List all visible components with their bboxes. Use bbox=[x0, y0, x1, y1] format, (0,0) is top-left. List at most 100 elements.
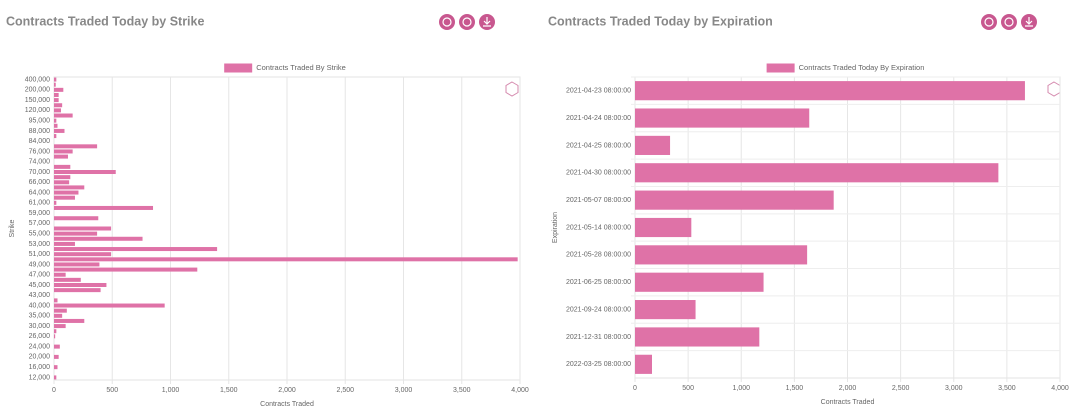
x-tick-label: 2,500 bbox=[336, 387, 354, 394]
bar bbox=[54, 241, 75, 246]
bar bbox=[54, 318, 85, 323]
bar bbox=[54, 98, 59, 103]
y-tick-label: 88,000 bbox=[29, 128, 51, 135]
x-tick-label: 500 bbox=[106, 387, 118, 394]
help-button[interactable] bbox=[1001, 14, 1017, 30]
y-tick-label: 49,000 bbox=[29, 261, 51, 268]
bar bbox=[635, 245, 808, 265]
bar bbox=[54, 108, 61, 113]
bar bbox=[635, 300, 696, 320]
bar bbox=[54, 344, 60, 349]
y-tick-label: 20,000 bbox=[29, 354, 51, 361]
x-tick-label: 3,000 bbox=[395, 387, 413, 394]
x-tick-label: 4,000 bbox=[511, 387, 529, 394]
y-tick-label: 2021-04-25 08:00:00 bbox=[566, 142, 631, 149]
y-tick-label: 2021-04-23 08:00:00 bbox=[566, 88, 631, 95]
bar bbox=[54, 180, 70, 185]
y-tick-label: 70,000 bbox=[29, 169, 51, 176]
y-tick-label: 43,000 bbox=[29, 292, 51, 299]
y-tick-label: 51,000 bbox=[29, 251, 51, 258]
bar bbox=[635, 327, 760, 347]
y-tick-label: 95,000 bbox=[29, 117, 51, 124]
bar bbox=[54, 144, 98, 149]
bar bbox=[54, 134, 57, 139]
y-tick-label: 61,000 bbox=[29, 200, 51, 207]
y-tick-label: 2021-04-30 08:00:00 bbox=[566, 170, 631, 177]
info-button[interactable] bbox=[981, 14, 997, 30]
bar bbox=[635, 108, 810, 128]
bar bbox=[635, 354, 652, 374]
toolbar-left bbox=[439, 14, 1037, 30]
y-tick-label: 84,000 bbox=[29, 138, 51, 145]
y-tick-label: 2021-09-24 08:00:00 bbox=[566, 306, 631, 313]
x-tick-label: 0 bbox=[633, 385, 637, 392]
y-tick-label: 16,000 bbox=[29, 364, 51, 371]
bar bbox=[54, 247, 218, 252]
x-tick-label: 1,500 bbox=[786, 385, 804, 392]
x-tick-label: 3,500 bbox=[453, 387, 471, 394]
y-tick-label: 57,000 bbox=[29, 220, 51, 227]
bar bbox=[54, 324, 66, 329]
bar bbox=[635, 272, 764, 292]
bar bbox=[54, 354, 59, 359]
bar bbox=[635, 190, 834, 210]
bar bbox=[54, 190, 79, 195]
y-tick-label: 45,000 bbox=[29, 282, 51, 289]
help-button[interactable] bbox=[459, 14, 475, 30]
x-tick-label: 1,000 bbox=[162, 387, 180, 394]
y-tick-label: 74,000 bbox=[29, 159, 51, 166]
y-tick-label: 76,000 bbox=[29, 148, 51, 155]
bar bbox=[54, 164, 71, 169]
bar bbox=[54, 303, 165, 308]
y-tick-label: 59,000 bbox=[29, 210, 51, 217]
bar bbox=[54, 149, 73, 154]
bar bbox=[54, 308, 67, 313]
y-tick-label: 26,000 bbox=[29, 333, 51, 340]
bar bbox=[54, 375, 57, 380]
bar bbox=[54, 77, 57, 82]
bar bbox=[54, 313, 63, 318]
bar bbox=[54, 226, 112, 231]
bar bbox=[54, 170, 116, 175]
bar bbox=[54, 236, 143, 241]
y-tick-label: 150,000 bbox=[25, 97, 50, 104]
bar bbox=[54, 205, 154, 210]
x-tick-label: 1,000 bbox=[732, 385, 750, 392]
y-tick-label: 2021-05-28 08:00:00 bbox=[566, 252, 631, 259]
bar bbox=[54, 195, 75, 200]
bar bbox=[54, 365, 58, 370]
bar bbox=[54, 123, 58, 128]
y-tick-label: 2022-03-25 08:00:00 bbox=[566, 361, 631, 368]
bar bbox=[635, 217, 692, 238]
y-axis-label: Expiration bbox=[552, 212, 559, 243]
y-tick-label: 2021-04-24 08:00:00 bbox=[566, 115, 631, 122]
bar bbox=[54, 334, 56, 339]
y-axis-label: Strike bbox=[9, 219, 16, 237]
bar bbox=[54, 288, 101, 293]
bar bbox=[54, 262, 100, 267]
bar bbox=[635, 81, 1025, 101]
x-tick-label: 2,000 bbox=[278, 387, 296, 394]
bar bbox=[54, 82, 56, 87]
x-tick-label: 1,500 bbox=[220, 387, 238, 394]
info-button[interactable] bbox=[439, 14, 455, 30]
bar bbox=[635, 163, 999, 183]
y-tick-label: 2021-05-07 08:00:00 bbox=[566, 197, 631, 204]
x-tick-label: 4,000 bbox=[1051, 385, 1069, 392]
bar bbox=[54, 118, 57, 123]
bar bbox=[54, 267, 198, 272]
y-tick-label: 120,000 bbox=[25, 107, 50, 114]
y-tick-label: 53,000 bbox=[29, 241, 51, 248]
x-tick-label: 2,000 bbox=[839, 385, 857, 392]
y-tick-label: 2021-12-31 08:00:00 bbox=[566, 334, 631, 341]
x-axis-label: Contracts Traded bbox=[821, 399, 875, 406]
bar bbox=[54, 87, 64, 92]
y-tick-label: 2021-05-14 08:00:00 bbox=[566, 224, 631, 231]
bar bbox=[54, 200, 57, 205]
chart-title: Contracts Traded Today by Expiration bbox=[548, 14, 773, 28]
x-tick-label: 0 bbox=[52, 387, 56, 394]
bar bbox=[54, 282, 107, 287]
x-tick-label: 500 bbox=[682, 385, 694, 392]
